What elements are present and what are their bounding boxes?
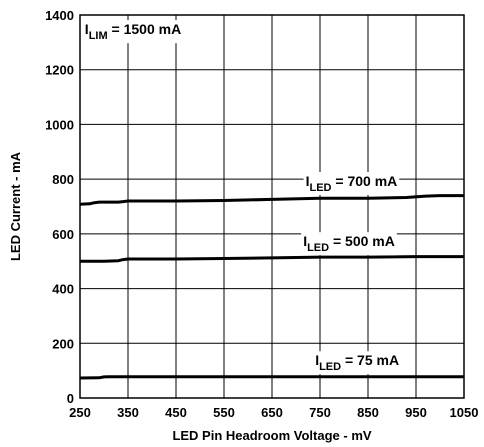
x-tick-label: 650 <box>261 405 283 420</box>
annotation-subscript: LED <box>307 242 329 254</box>
x-tick-label: 950 <box>405 405 427 420</box>
annotation-subscript: LIM <box>89 30 108 42</box>
y-axis-title: LED Current - mA <box>8 151 23 261</box>
annotation-background <box>301 232 397 256</box>
annotation-label-1: ILIM = 1500 mA <box>82 20 184 44</box>
annotation-text: ILIM = 1500 mA <box>85 21 181 42</box>
x-tick-label: 350 <box>117 405 139 420</box>
series-line-2 <box>80 255 464 263</box>
annotation-subscript: LED <box>319 361 341 373</box>
annotation-main: I <box>303 233 307 249</box>
annotation-value: = 500 mA <box>329 233 395 249</box>
y-tick-label: 400 <box>52 282 74 297</box>
annotation-value: = 700 mA <box>331 173 397 189</box>
x-tick-label: 1050 <box>450 405 479 420</box>
tick-label-layer: 250 350 450 550 650 750 850 950 1050 0 200 400 600 80… <box>45 8 478 420</box>
x-tick-label: 250 <box>69 405 91 420</box>
annotation-text: ILED = 75 mA <box>315 352 399 373</box>
y-tick-label: 1000 <box>45 117 74 132</box>
annotation-main: I <box>306 173 310 189</box>
plot-frame <box>79 14 465 399</box>
y-tick-label: 0 <box>67 391 74 406</box>
annotation-subscript: LED <box>309 182 331 194</box>
annotation-background <box>82 20 184 44</box>
annotation-value: = 1500 mA <box>108 21 182 37</box>
y-tick-label: 800 <box>52 172 74 187</box>
y-tick-label: 1200 <box>45 63 74 78</box>
x-tick-label: 750 <box>309 405 331 420</box>
annotation-label-4: ILED = 75 mA <box>313 351 402 375</box>
y-tick-label: 600 <box>52 227 74 242</box>
y-tick-label: 200 <box>52 336 74 351</box>
x-tick-label: 550 <box>213 405 235 420</box>
series-line-1 <box>79 194 464 206</box>
x-axis-title: LED Pin Headroom Voltage - mV <box>172 428 371 443</box>
annotation-text: ILED = 500 mA <box>303 233 395 254</box>
series-line-3 <box>79 375 464 380</box>
annotation-text: ILED = 700 mA <box>306 173 398 194</box>
annotation-label-3: ILED = 500 mA <box>301 232 397 256</box>
x-tick-label: 450 <box>165 405 187 420</box>
annotation-main: I <box>85 21 89 37</box>
series-layer <box>79 194 464 380</box>
annotation-background <box>303 171 400 195</box>
annotation-background <box>313 351 402 375</box>
x-tick-label: 850 <box>357 405 379 420</box>
annotation-value: = 75 mA <box>341 352 399 368</box>
y-tick-label: 1400 <box>45 8 74 23</box>
grid-layer <box>80 15 464 398</box>
annotation-label-2: ILED = 700 mA <box>303 171 400 195</box>
annotation-main: I <box>315 352 319 368</box>
